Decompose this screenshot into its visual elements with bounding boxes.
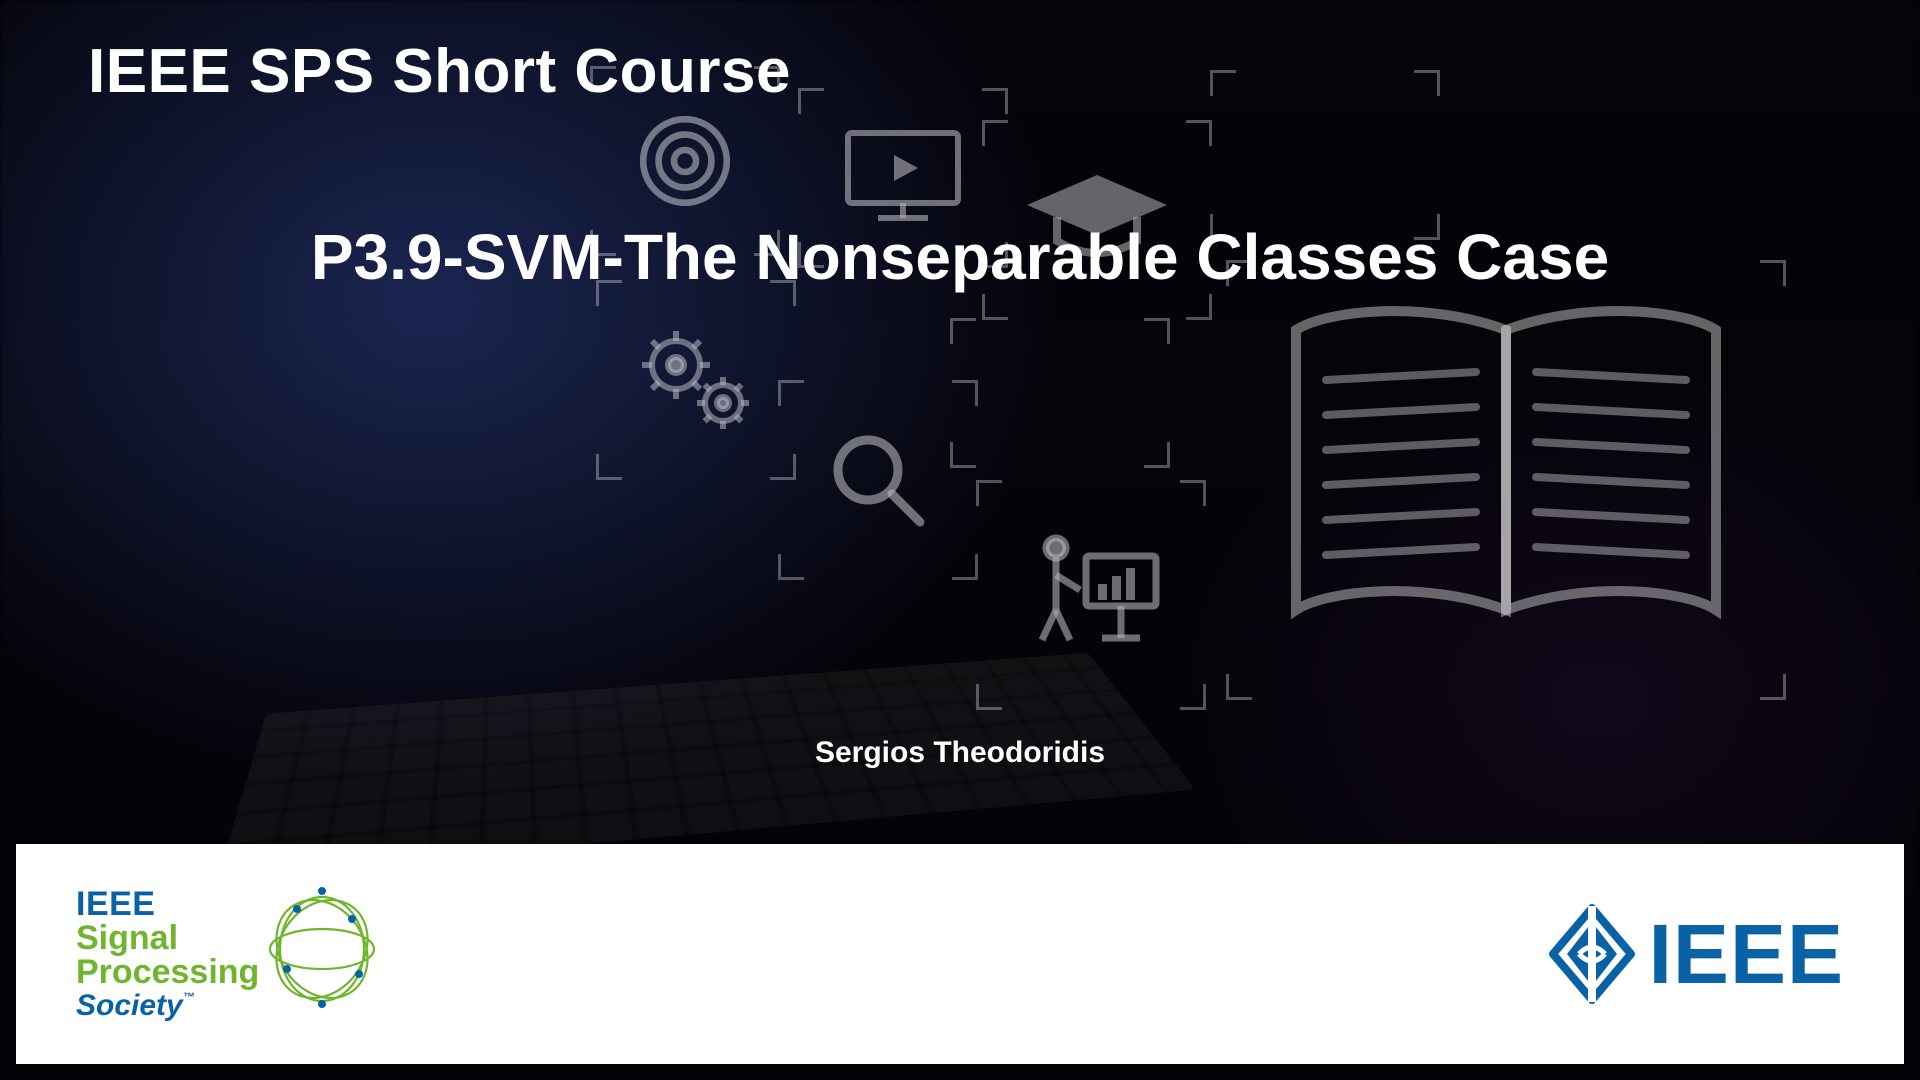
sps-line-signal: Signal <box>76 921 259 955</box>
gradcap-icon <box>982 120 1212 320</box>
ieee-wordmark: IEEE <box>1649 906 1844 1003</box>
blank-tile-2 <box>950 318 1170 468</box>
sps-tm: ™ <box>183 990 195 1004</box>
target-icon <box>590 66 780 256</box>
ieee-kite-icon <box>1549 904 1635 1004</box>
video-icon <box>798 88 1008 268</box>
slide: IEEE SPS Short Course P3.9-SVM-The Nonse… <box>0 0 1920 1080</box>
book-icon <box>1226 260 1786 700</box>
present-icon <box>976 480 1206 710</box>
sps-line-processing: Processing <box>76 955 259 989</box>
ieee-logo: IEEE <box>1549 904 1844 1004</box>
blank-tile-1 <box>1210 70 1440 240</box>
search-icon <box>778 380 978 580</box>
sps-logo: IEEE Signal Processing Society™ <box>76 879 377 1029</box>
sps-wordmark: IEEE Signal Processing Society™ <box>76 887 259 1021</box>
sps-globe-icon <box>267 879 377 1029</box>
sps-line-ieee: IEEE <box>76 887 259 921</box>
author-name: Sergios Theodoridis <box>0 736 1920 770</box>
sps-line-society: Society™ <box>76 991 259 1021</box>
sps-society-word: Society <box>76 989 183 1022</box>
gears-icon <box>596 280 796 480</box>
footer-bar: IEEE Signal Processing Society™ <box>16 844 1904 1064</box>
